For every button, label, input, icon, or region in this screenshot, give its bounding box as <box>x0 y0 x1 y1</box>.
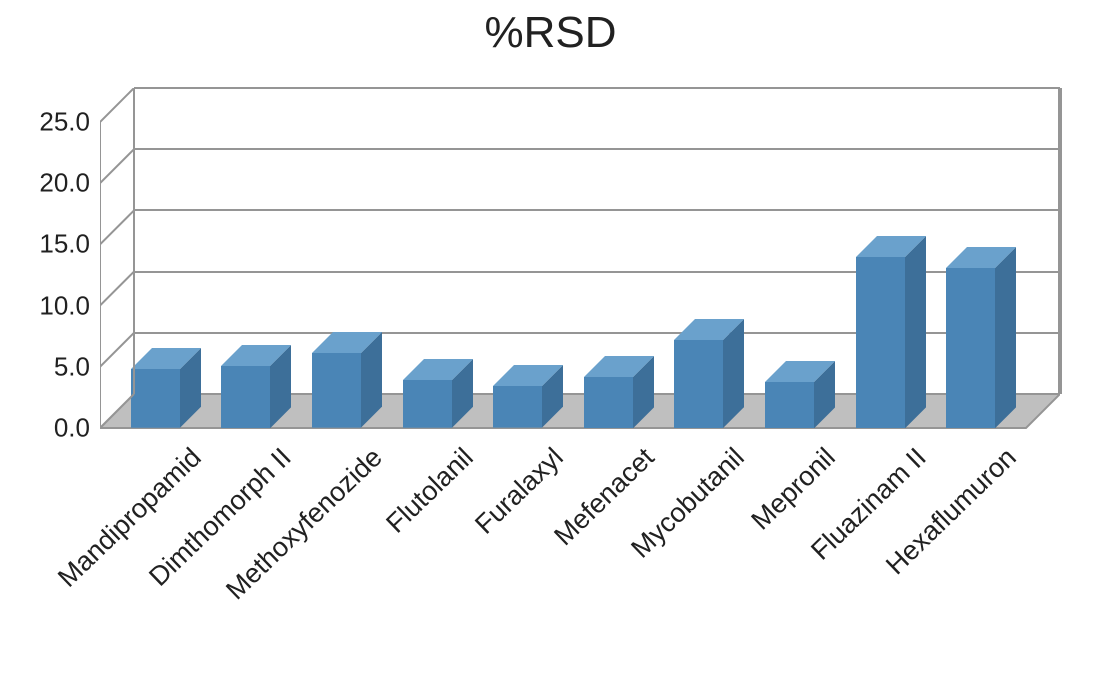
y-tick-label: 0.0 <box>0 413 100 444</box>
plot-area: 0.05.010.015.020.025.0 <box>100 88 1060 428</box>
y-tick-label: 15.0 <box>0 229 100 260</box>
y-tick-label: 5.0 <box>0 351 100 382</box>
y-tick-label: 20.0 <box>0 168 100 199</box>
side-wall <box>100 88 1060 428</box>
y-tick-label: 10.0 <box>0 290 100 321</box>
x-axis: MandipropamidDimthomorph IIMethoxyfenozi… <box>100 436 1060 656</box>
rsd-bar-chart: %RSD 0.05.010.015.020.025.0 Mandipropami… <box>0 0 1101 669</box>
y-tick-label: 25.0 <box>0 107 100 138</box>
chart-title: %RSD <box>0 8 1101 58</box>
